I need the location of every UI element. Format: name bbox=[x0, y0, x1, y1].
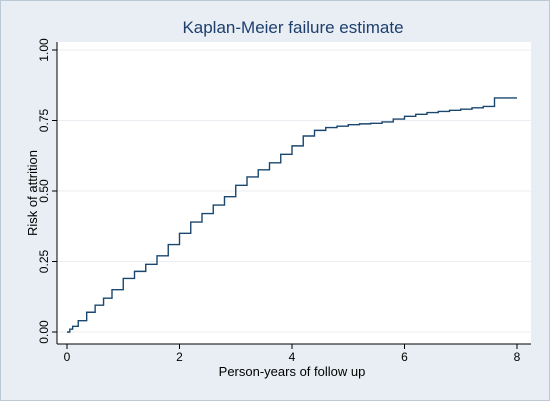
y-tick-label-3: 0.75 bbox=[37, 108, 51, 132]
y-tick-label-1: 0.25 bbox=[37, 249, 51, 273]
km-step-line bbox=[67, 97, 517, 333]
y-tick-label-2: 0.50 bbox=[37, 179, 51, 203]
chart-title: Kaplan-Meier failure estimate bbox=[182, 18, 403, 37]
plot-area bbox=[57, 42, 531, 344]
y-axis-label: Risk of attrition bbox=[25, 150, 40, 236]
x-tick-label-2: 4 bbox=[289, 350, 296, 364]
axes bbox=[56, 42, 531, 345]
tick-marks-and-labels: 0 2 4 6 8 0.00 0.25 0.50 0.75 1.00 bbox=[37, 38, 521, 364]
x-tick-label-3: 6 bbox=[401, 350, 408, 364]
x-tick-label-0: 0 bbox=[64, 350, 71, 364]
x-axis-label: Person-years of follow up bbox=[219, 364, 366, 379]
x-tick-label-1: 2 bbox=[176, 350, 183, 364]
y-tick-label-4: 1.00 bbox=[37, 38, 51, 62]
grid-lines bbox=[57, 49, 531, 333]
x-tick-label-4: 8 bbox=[514, 350, 521, 364]
y-tick-label-0: 0.00 bbox=[37, 320, 51, 344]
